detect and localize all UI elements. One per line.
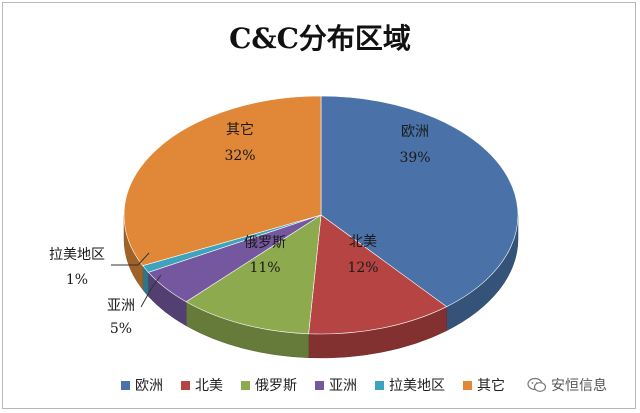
legend-item-亚洲: 亚洲 <box>315 375 357 395</box>
slice-value-欧洲: 39% <box>399 150 430 166</box>
legend-item-其它: 其它 <box>463 375 505 395</box>
legend-swatch <box>463 380 472 390</box>
legend-label: 拉美地区 <box>389 378 445 394</box>
legend-item-北美: 北美 <box>181 375 223 395</box>
slice-value-拉美地区: 1% <box>66 272 88 288</box>
legend-label: 其它 <box>477 378 505 394</box>
watermark-text: 安恒信息 <box>551 378 607 394</box>
pie-chart: 欧洲 39% 北美 12% 俄罗斯 11% 亚洲 5% 拉美地区 1% 其它 32% <box>49 95 519 359</box>
legend-label: 北美 <box>195 378 223 394</box>
legend-swatch <box>181 380 190 390</box>
slice-value-亚洲: 5% <box>110 321 132 337</box>
pie-slice-北美 <box>308 214 448 335</box>
slice-label-其它: 其它 <box>226 121 254 138</box>
wechat-icon <box>527 377 547 392</box>
legend: 欧洲 北美 俄罗斯 亚洲 拉美地区 其它 <box>121 373 505 397</box>
legend-label: 亚洲 <box>329 378 357 394</box>
slice-label-俄罗斯: 俄罗斯 <box>244 235 286 251</box>
slice-label-欧洲: 欧洲 <box>401 124 429 140</box>
legend-item-欧洲: 欧洲 <box>121 375 163 395</box>
chart-frame: C&C分布区域 欧洲 39% 北美 12% 俄罗斯 11% 亚洲 5% 拉美地区 1% 其它 32% … <box>2 2 636 409</box>
leader-line-亚洲 <box>140 274 162 308</box>
slice-labels: 欧洲 39% 北美 12% 俄罗斯 11% 亚洲 5% 拉美地区 1% 其它 32% <box>49 121 431 337</box>
slice-value-其它: 32% <box>224 148 255 164</box>
pie-slice-俄罗斯 <box>185 214 322 335</box>
legend-swatch <box>315 380 324 390</box>
slice-label-拉美地区: 拉美地区 <box>49 247 105 263</box>
leader-line-拉美地区 <box>111 252 150 266</box>
slice-label-北美: 北美 <box>349 234 377 250</box>
watermark: 安恒信息 <box>527 373 607 397</box>
pie-slice-欧洲 <box>320 95 519 308</box>
pie-slices <box>123 95 519 335</box>
legend-swatch <box>241 380 250 390</box>
legend-swatch <box>121 380 130 390</box>
chart-title: C&C分布区域 <box>229 22 411 55</box>
legend-item-俄罗斯: 俄罗斯 <box>241 375 297 395</box>
slice-value-俄罗斯: 11% <box>249 260 280 276</box>
legend-item-拉美地区: 拉美地区 <box>375 375 445 395</box>
pie-slice-其它 <box>123 95 322 267</box>
slice-value-北美: 12% <box>347 260 378 276</box>
legend-label: 俄罗斯 <box>255 378 297 394</box>
slice-label-亚洲: 亚洲 <box>107 298 135 314</box>
legend-label: 欧洲 <box>135 378 163 394</box>
legend-swatch <box>375 380 384 390</box>
